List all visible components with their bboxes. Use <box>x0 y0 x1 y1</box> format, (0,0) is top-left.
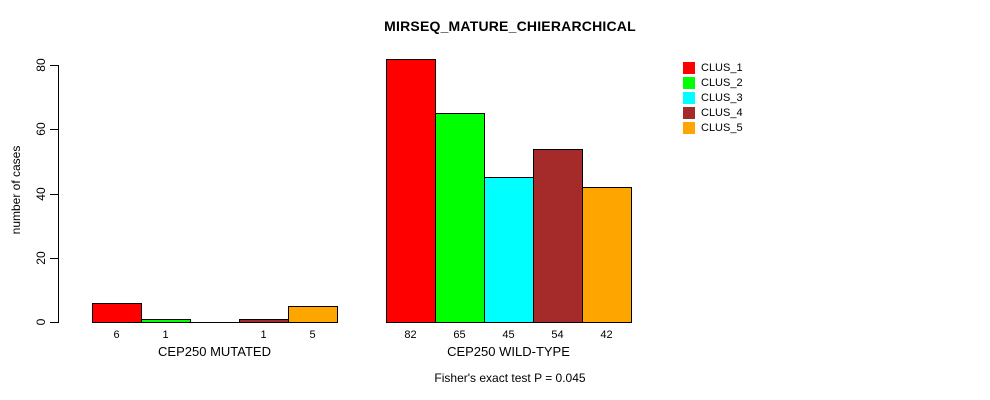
y-axis-tick <box>50 322 58 323</box>
legend-label: CLUS_3 <box>701 92 743 104</box>
bar-clus_2-wildtype <box>435 113 485 323</box>
legend-swatch-icon <box>683 62 695 74</box>
group-label-mutated: CEP250 MUTATED <box>158 344 271 359</box>
y-axis <box>58 65 59 323</box>
y-axis-tick-label: 20 <box>34 251 48 265</box>
bar-value-label: 42 <box>600 329 613 341</box>
bar-value-label: 1 <box>162 329 169 341</box>
bar-clus_2-mutated <box>141 319 191 323</box>
y-axis-label: number of cases <box>9 145 23 235</box>
y-axis-tick-label: 0 <box>34 318 48 326</box>
x-axis-baseline <box>92 322 338 323</box>
legend-swatch-icon <box>683 122 695 134</box>
bar-value-label: 65 <box>453 329 466 341</box>
fisher-test-annotation: Fisher's exact test P = 0.045 <box>434 371 586 385</box>
y-axis-tick <box>50 65 58 66</box>
bar-value-label: 5 <box>309 329 316 341</box>
y-axis-tick-label: 40 <box>34 187 48 201</box>
bar-clus_5-mutated <box>288 306 338 323</box>
legend-swatch-icon <box>683 92 695 104</box>
legend-label: CLUS_4 <box>701 107 743 119</box>
bar-clus_4-wildtype <box>533 149 583 323</box>
y-axis-tick-label: 60 <box>34 122 48 136</box>
bar-clus_4-mutated <box>239 319 289 323</box>
legend-label: CLUS_5 <box>701 122 743 134</box>
bar-clus_1-mutated <box>92 303 142 323</box>
bar-clus_3-wildtype <box>484 177 534 323</box>
y-axis-tick-label: 80 <box>34 58 48 72</box>
bar-value-label: 82 <box>404 329 417 341</box>
legend-label: CLUS_1 <box>701 62 743 74</box>
y-axis-tick <box>50 258 58 259</box>
y-axis-tick <box>50 129 58 130</box>
legend-swatch-icon <box>683 77 695 89</box>
bar-clus_5-wildtype <box>582 187 632 323</box>
bar-value-label: 1 <box>260 329 267 341</box>
legend-swatch-icon <box>683 107 695 119</box>
bar-value-label: 6 <box>113 329 120 341</box>
bar-value-label: 54 <box>551 329 564 341</box>
bar-value-label: 45 <box>502 329 515 341</box>
group-label-wildtype: CEP250 WILD-TYPE <box>447 344 570 359</box>
legend-label: CLUS_2 <box>701 77 743 89</box>
y-axis-tick <box>50 194 58 195</box>
chart-title: MIRSEQ_MATURE_CHIERARCHICAL <box>384 18 636 34</box>
bar-clus_1-wildtype <box>386 59 436 323</box>
